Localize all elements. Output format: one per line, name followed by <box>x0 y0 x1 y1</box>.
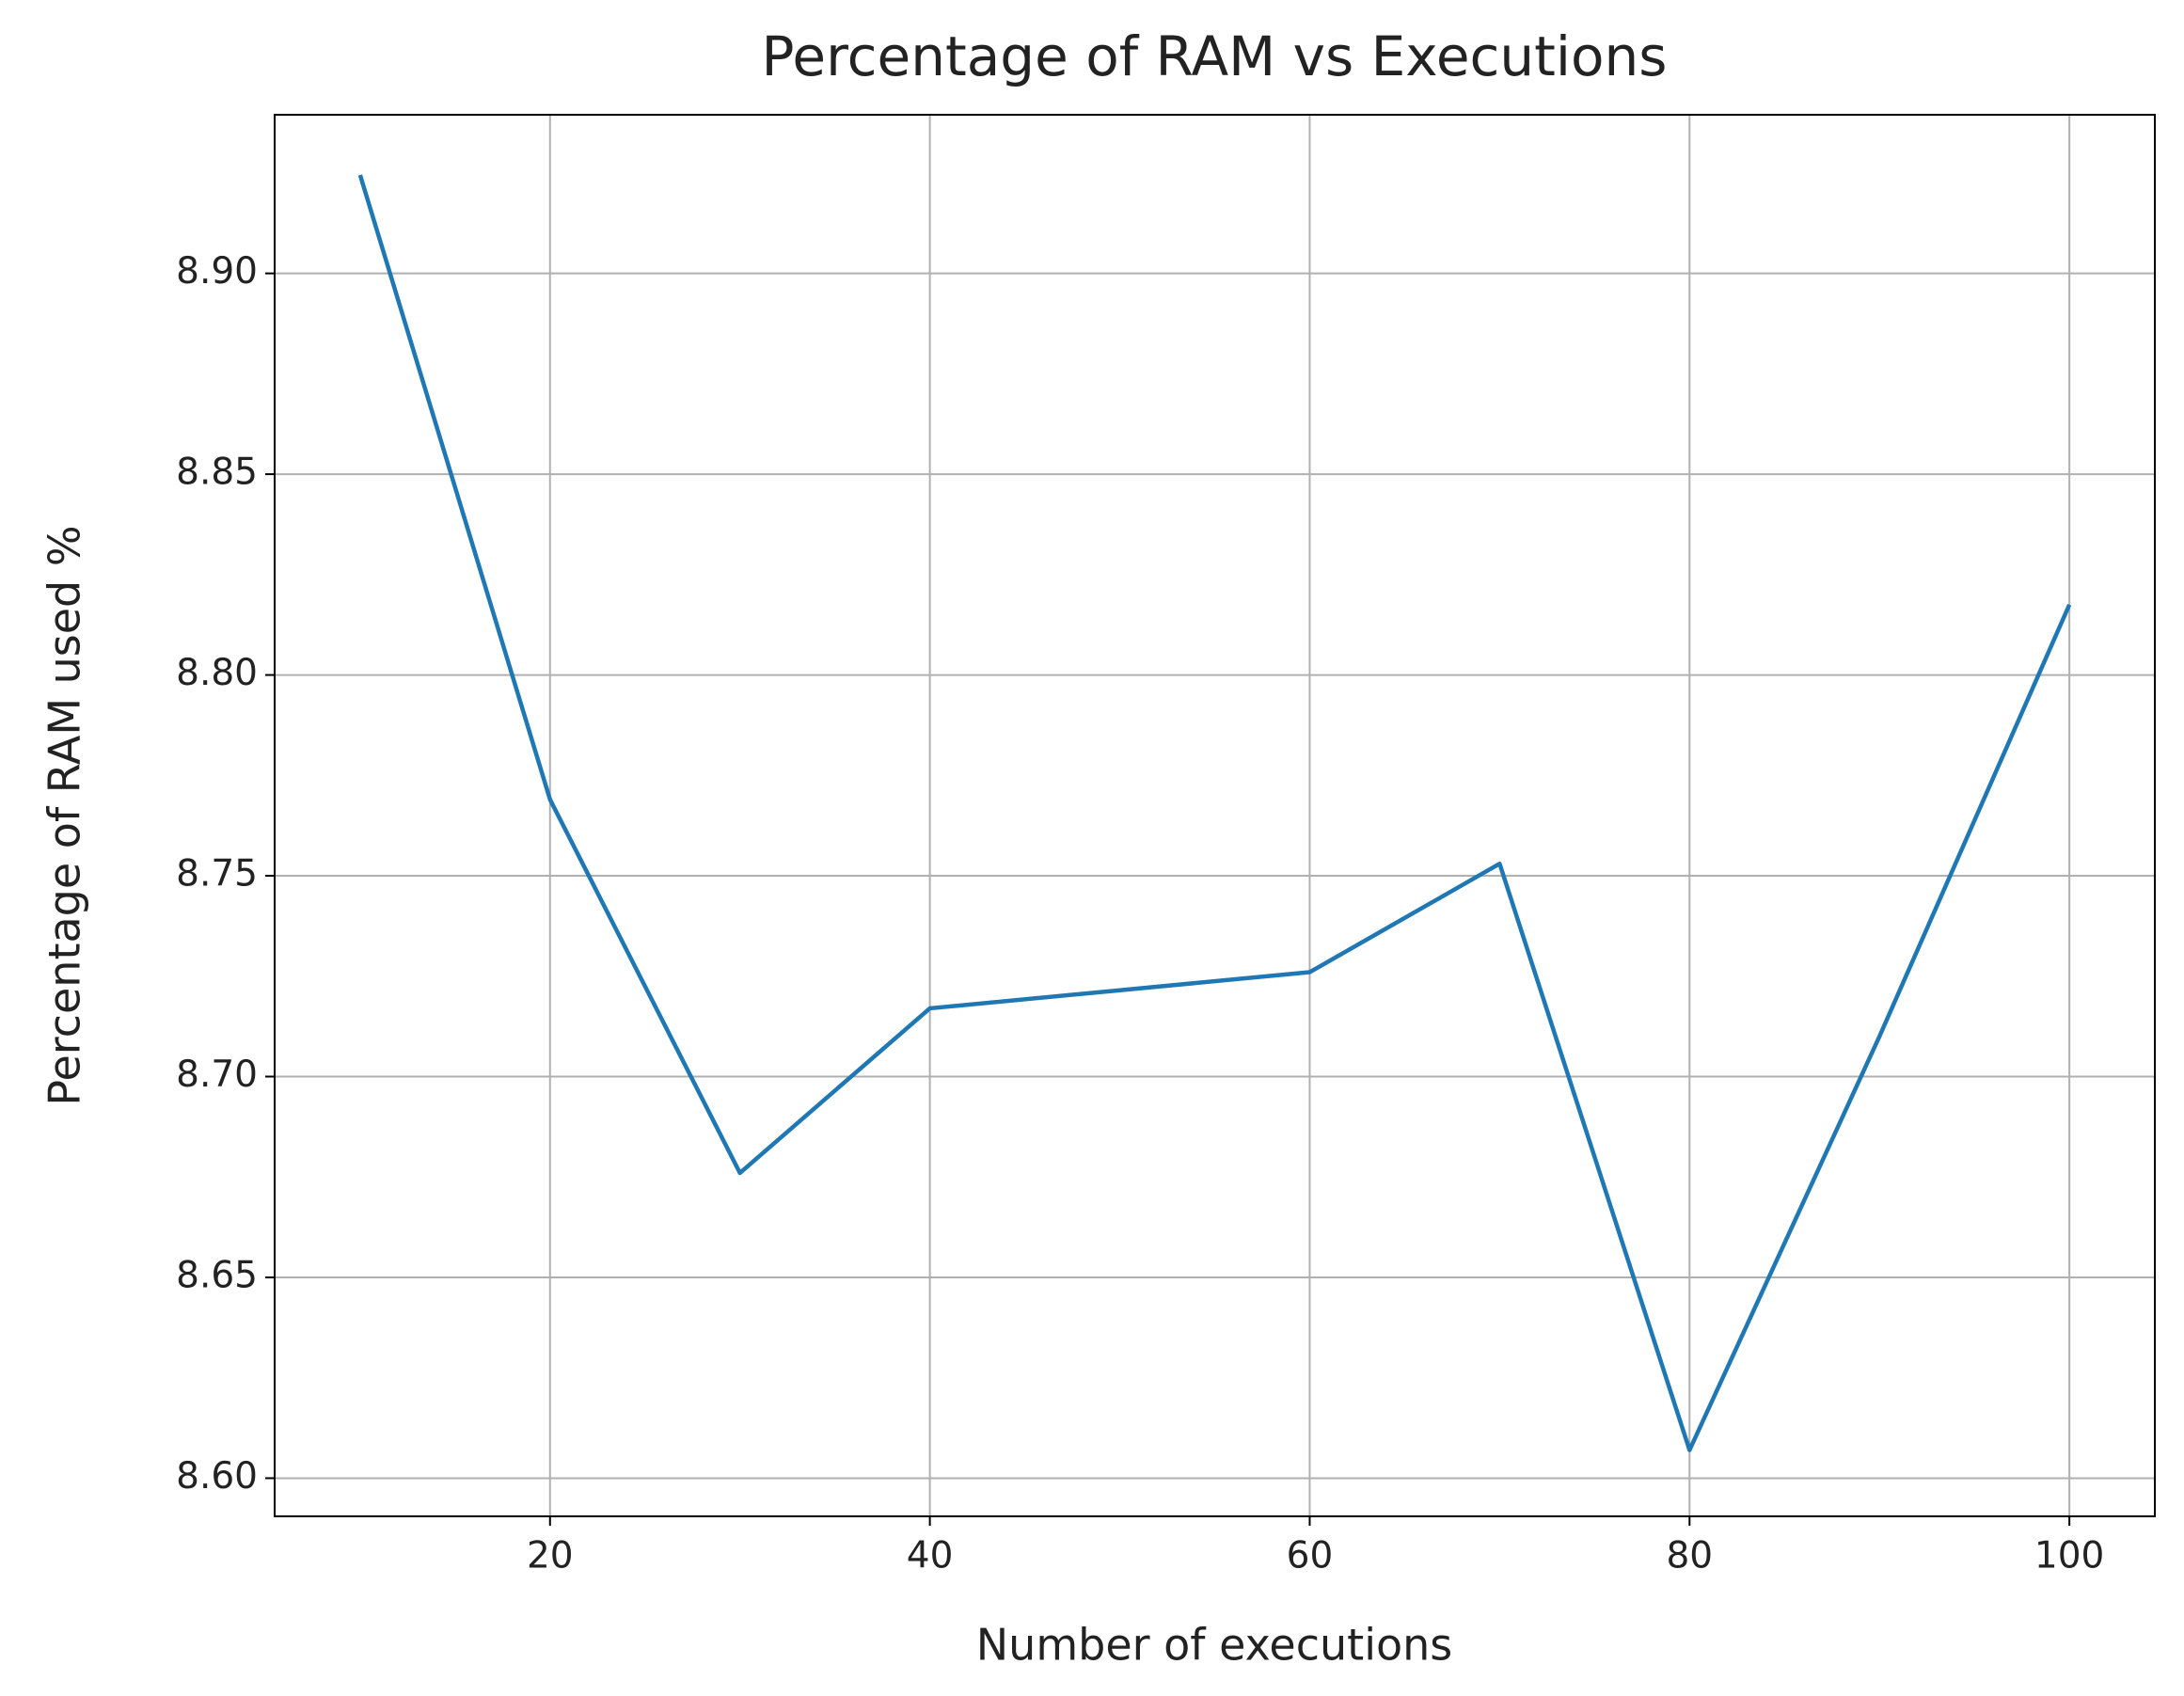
plot-frame <box>274 114 2156 1517</box>
y-tick-label: 8.60 <box>176 1455 258 1498</box>
y-tick-label: 8.70 <box>176 1054 258 1096</box>
y-tick-label: 8.85 <box>176 452 258 494</box>
y-axis-label: Percentage of RAM used % <box>40 525 90 1105</box>
y-tick-label: 8.90 <box>176 250 258 293</box>
x-tick-label: 60 <box>1287 1535 1334 1577</box>
x-tick-label: 40 <box>907 1535 954 1577</box>
y-tick-label: 8.65 <box>176 1254 258 1296</box>
y-tick-label: 8.75 <box>176 853 258 896</box>
line-series <box>357 174 2072 1452</box>
x-tick-label: 80 <box>1666 1535 1713 1577</box>
x-tick-label: 20 <box>527 1535 574 1577</box>
x-axis-label: Number of executions <box>976 1620 1453 1671</box>
x-tick-label: 100 <box>2034 1535 2104 1577</box>
chart-title: Percentage of RAM vs Executions <box>762 24 1668 88</box>
y-tick-label: 8.80 <box>176 652 258 694</box>
